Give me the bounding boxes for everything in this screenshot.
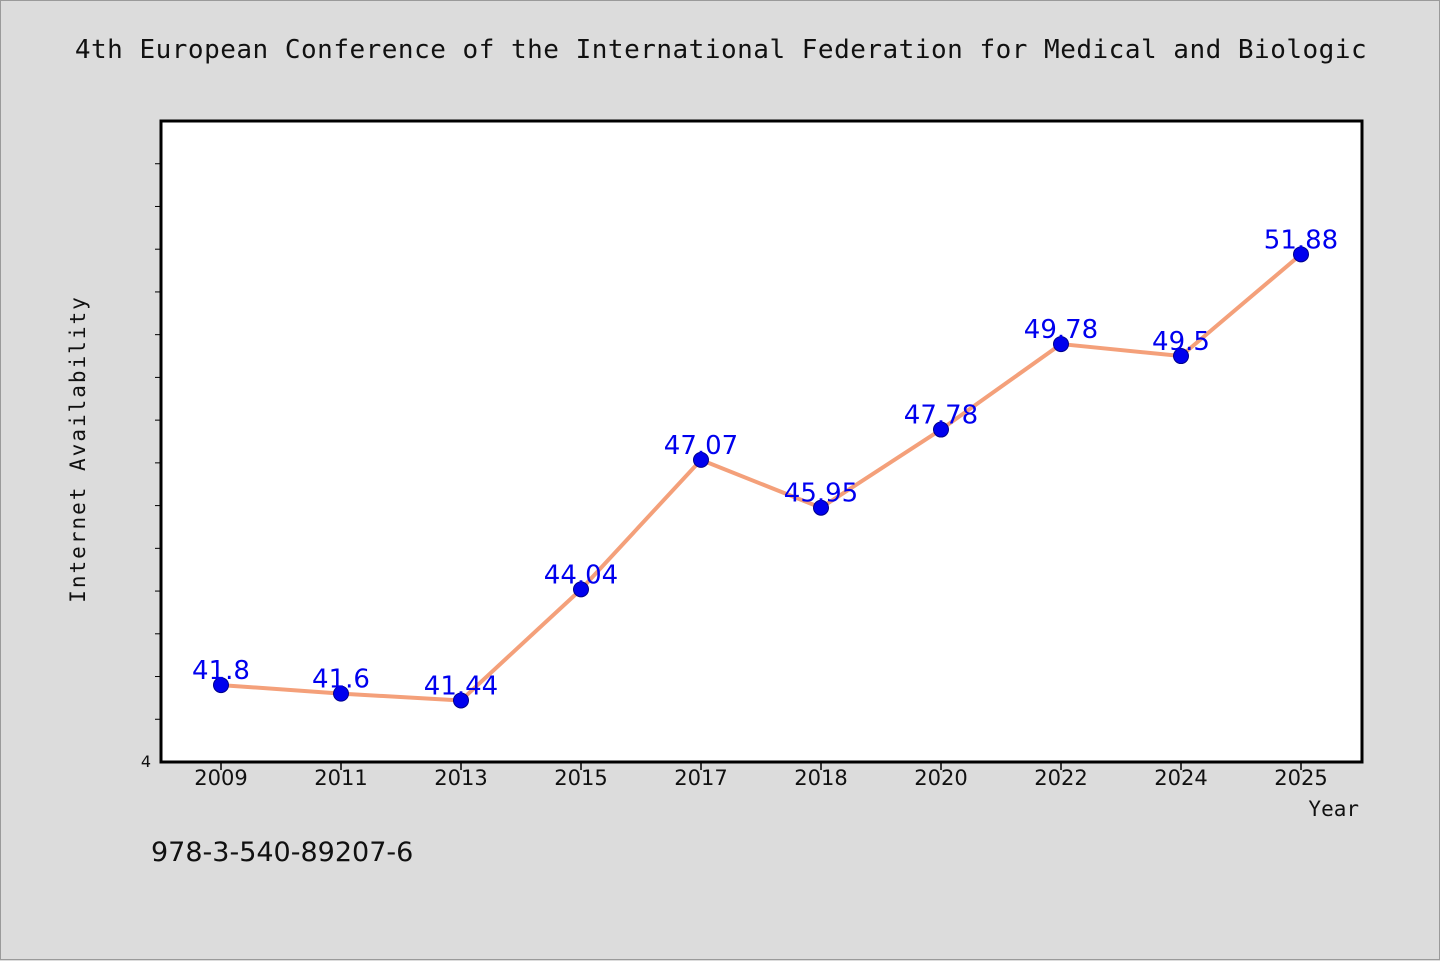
- data-label: 45.95: [784, 479, 858, 509]
- x-tick-label: 2020: [914, 766, 967, 790]
- x-tick-label: 2025: [1274, 766, 1327, 790]
- x-tick-label: 2024: [1154, 766, 1207, 790]
- data-label: 49.5: [1152, 327, 1210, 357]
- data-labels: 41.8 41.6 41.44 44.04 47.07 45.95 47.78 49.78 49…: [192, 225, 1338, 701]
- x-axis-ticks: 2009 2011 2013 2015 2017 2018 2020 2022 2024 2025: [194, 762, 1328, 790]
- data-label: 49.78: [1024, 315, 1098, 345]
- data-point: [213, 677, 229, 694]
- data-point: [1293, 246, 1309, 263]
- x-tick-label: 2011: [314, 766, 367, 790]
- x-tick-label: 2017: [674, 766, 727, 790]
- y-axis-ticks: 4: [141, 163, 161, 771]
- data-label: 47.07: [664, 431, 738, 461]
- data-point: [1173, 348, 1189, 365]
- y-tick-label: 4: [141, 752, 151, 771]
- chart-title: 4th European Conference of the Internati…: [74, 35, 1368, 65]
- data-label: 41.8: [192, 656, 250, 686]
- data-label: 47.78: [904, 401, 978, 431]
- data-point: [1053, 336, 1069, 353]
- y-axis-label: Internet Availability: [66, 295, 90, 603]
- data-point: [813, 499, 829, 516]
- data-point: [573, 581, 589, 598]
- isbn-footer: 978-3-540-89207-6: [151, 837, 414, 868]
- x-tick-label: 2018: [794, 766, 847, 790]
- data-point: [333, 685, 349, 702]
- plot-area: [159, 119, 1364, 764]
- data-label: 44.04: [544, 560, 618, 590]
- x-axis-label: Year: [1308, 797, 1359, 821]
- data-point: [933, 421, 949, 438]
- data-label: 41.6: [312, 665, 370, 695]
- data-label: 51.88: [1264, 225, 1338, 255]
- x-tick-label: 2022: [1034, 766, 1087, 790]
- data-point: [693, 451, 709, 468]
- data-point: [453, 692, 469, 709]
- x-tick-label: 2015: [554, 766, 607, 790]
- series-line: [220, 252, 1303, 703]
- x-tick-label: 2009: [194, 766, 247, 790]
- data-markers: [213, 246, 1309, 709]
- x-tick-label: 2013: [434, 766, 487, 790]
- data-label: 41.44: [424, 671, 498, 701]
